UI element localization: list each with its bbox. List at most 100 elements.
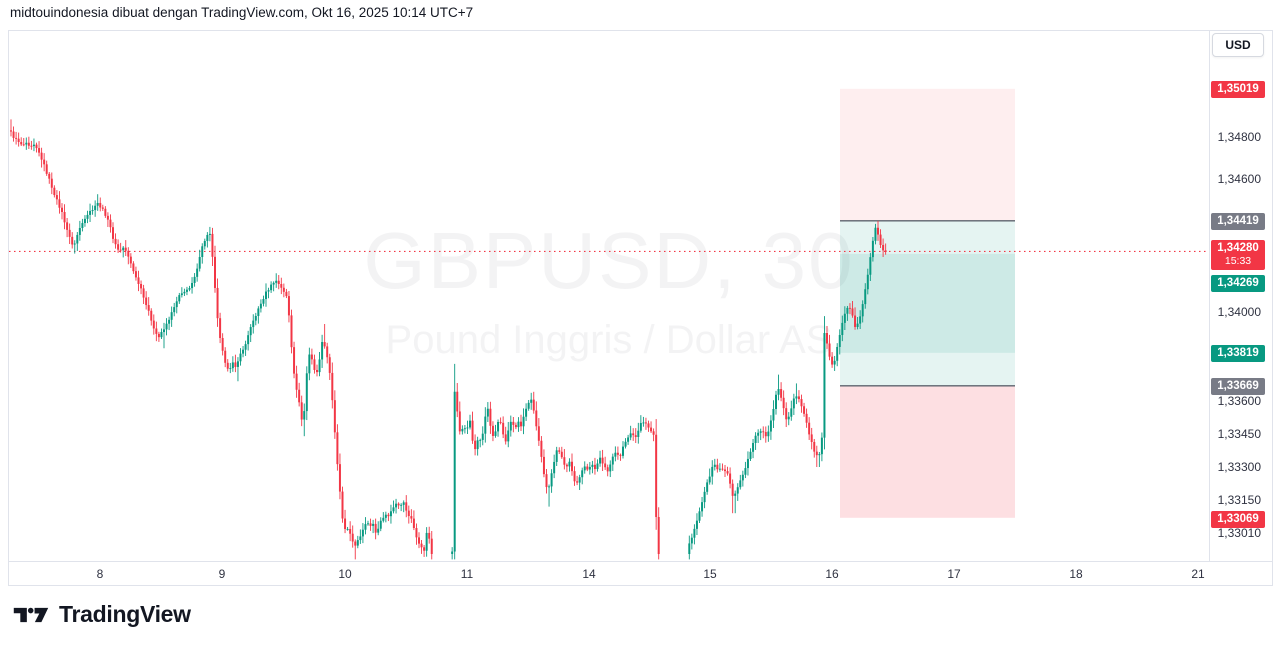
candle-body — [489, 408, 492, 426]
candle-body — [384, 514, 387, 518]
candle-body — [282, 287, 285, 292]
price-axis-label: 1,33600 — [1217, 394, 1261, 408]
price-axis-label: 1,33300 — [1217, 460, 1261, 474]
time-axis[interactable] — [9, 561, 1272, 585]
candle-body — [532, 399, 535, 411]
candle-body — [83, 218, 86, 224]
attribution-text: midtouindonesia dibuat dengan TradingVie… — [10, 5, 474, 20]
candle-body — [739, 480, 742, 488]
candle-body — [58, 199, 61, 208]
candle-body — [790, 408, 793, 417]
candle-body — [134, 271, 137, 278]
long-profit-zone[interactable] — [840, 253, 1015, 386]
candle-body — [211, 233, 214, 257]
tradingview-logo[interactable]: TradingView — [12, 601, 191, 628]
candle-body — [418, 537, 420, 544]
price-badge: 1,34280 15:33 — [1211, 240, 1265, 270]
candle-body — [183, 291, 186, 294]
candle-body — [188, 288, 191, 290]
candle-body — [624, 441, 627, 447]
candle-body — [257, 308, 260, 316]
candle-body — [866, 274, 869, 290]
candle-body — [298, 389, 301, 403]
candle-body — [254, 315, 257, 321]
candle-body — [359, 536, 362, 541]
bar-countdown-label: 15:33 — [1224, 255, 1252, 267]
candle-body — [61, 207, 63, 213]
candle-body — [757, 432, 760, 436]
candle-body — [466, 427, 469, 429]
short-stop-zone[interactable] — [840, 88, 1015, 221]
candle-body — [644, 422, 647, 424]
candle-body — [530, 399, 533, 403]
candle-body — [244, 344, 247, 350]
candle-body — [163, 329, 165, 333]
candle-body — [826, 332, 828, 344]
candlestick-chart[interactable] — [9, 31, 1209, 561]
candle-body — [32, 144, 35, 147]
candle-body — [300, 402, 303, 420]
candle-body — [797, 396, 800, 400]
candle-body — [150, 310, 153, 321]
candle-body — [657, 517, 660, 555]
candle-body — [344, 518, 347, 530]
candle-body — [407, 510, 410, 517]
candle-body — [132, 263, 135, 272]
candle-body — [219, 318, 222, 339]
currency-button[interactable]: USD — [1212, 33, 1264, 57]
candle-body — [214, 256, 216, 288]
time-axis-label: 15 — [703, 567, 717, 581]
candle-body — [573, 471, 576, 482]
candle-body — [73, 243, 76, 245]
long-stop-zone[interactable] — [840, 385, 1015, 518]
candle-body — [856, 323, 859, 327]
candle-body — [106, 215, 109, 220]
candle-body — [180, 293, 183, 296]
candle-body — [726, 471, 729, 474]
candle-body — [285, 291, 288, 297]
candle-body — [611, 456, 614, 465]
candle-body — [795, 396, 798, 399]
candle-body — [423, 547, 426, 551]
candle-body — [318, 359, 321, 373]
candle-body — [494, 431, 497, 436]
candle-body — [772, 408, 775, 421]
candle-body — [91, 210, 94, 212]
candle-body — [767, 431, 770, 437]
tradingview-logo-text: TradingView — [59, 601, 191, 627]
candle-body — [224, 350, 227, 363]
price-axis-label: 1,33450 — [1217, 427, 1261, 441]
candle-body — [389, 511, 392, 517]
candle-body — [520, 421, 522, 427]
candle-body — [882, 244, 885, 251]
candle-body — [642, 422, 645, 424]
candle-body — [402, 502, 405, 505]
candle-body — [94, 205, 97, 211]
candle-body — [759, 431, 762, 433]
candle-body — [703, 491, 706, 503]
price-axis[interactable] — [1209, 31, 1272, 561]
candle-body — [119, 249, 122, 251]
candle-body — [127, 250, 130, 257]
candle-body — [89, 211, 92, 215]
candle-body — [379, 520, 382, 529]
price-badge: 1,34419 — [1211, 212, 1265, 230]
candle-body — [583, 466, 586, 471]
candle-body — [486, 408, 489, 417]
price-badge: 1,33069 — [1211, 510, 1265, 528]
candle-body — [208, 233, 211, 235]
candle-body — [53, 187, 56, 196]
candle-body — [762, 431, 765, 433]
candle-body — [499, 421, 502, 423]
candle-body — [25, 142, 28, 145]
candle-body — [484, 416, 487, 434]
candle-body — [469, 420, 471, 428]
candle-body — [178, 295, 181, 302]
candle-body — [341, 491, 344, 519]
candle-body — [599, 457, 602, 464]
candle-body — [338, 464, 341, 492]
candle-body — [165, 323, 168, 330]
short-profit-zone[interactable] — [840, 220, 1015, 353]
candle-body — [267, 290, 270, 292]
